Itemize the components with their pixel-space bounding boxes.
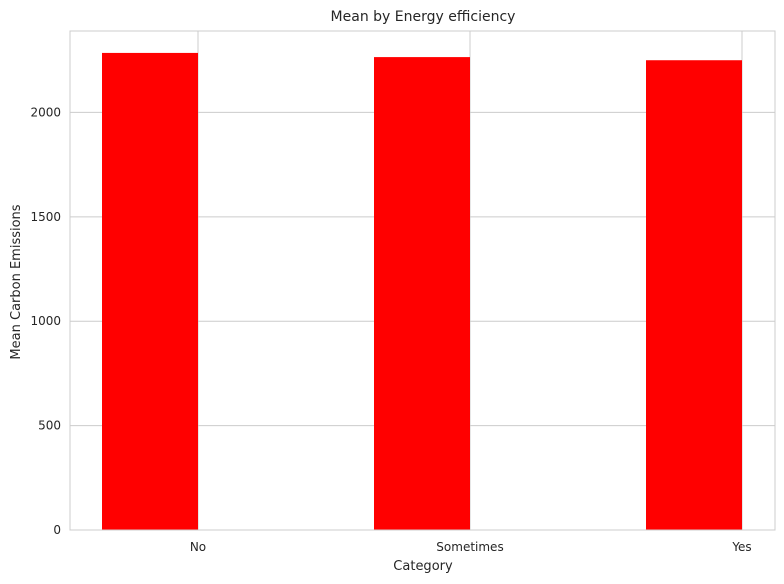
bars — [102, 52, 742, 530]
x-tick-label: Yes — [731, 540, 751, 554]
bar-no — [102, 52, 198, 530]
y-tick-label: 500 — [38, 419, 61, 433]
bar-yes — [646, 60, 742, 530]
y-axis-label: Mean Carbon Emissions — [9, 204, 24, 359]
y-tick-label: 1000 — [30, 314, 61, 328]
y-tick-label: 1500 — [30, 210, 61, 224]
x-tick-label: No — [190, 540, 206, 554]
x-axis-label: Category — [393, 559, 453, 574]
chart-title: Mean by Energy efficiency — [331, 9, 516, 25]
x-tick-label: Sometimes — [436, 540, 503, 554]
bar-sometimes — [374, 57, 470, 530]
y-tick-labels: 0 500 1000 1500 2000 — [30, 105, 61, 537]
y-tick-label: 2000 — [30, 105, 61, 119]
y-tick-label: 0 — [53, 523, 61, 537]
x-tick-labels: No Sometimes Yes — [190, 540, 752, 554]
plot-frame — [69, 30, 776, 531]
